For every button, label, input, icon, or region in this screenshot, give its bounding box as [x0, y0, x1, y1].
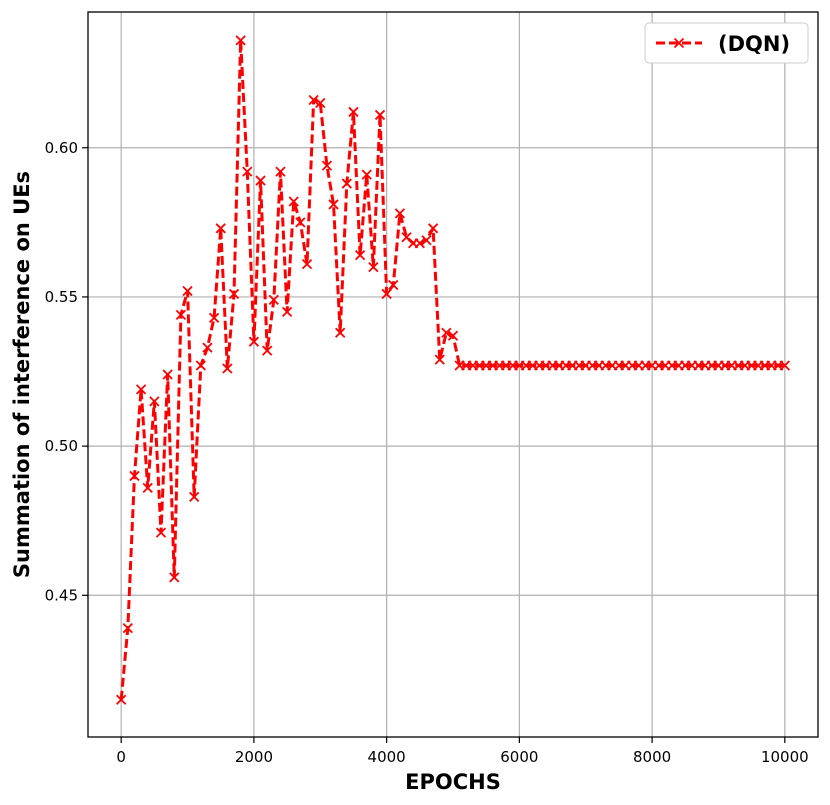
data-point-marker: [182, 285, 193, 297]
data-point-marker: [288, 196, 299, 207]
y-tick-label: 0.55: [45, 288, 78, 306]
data-point-marker: [295, 217, 306, 228]
data-point-marker: [235, 35, 246, 46]
legend-marker: [673, 37, 685, 49]
data-point-marker: [116, 694, 127, 705]
data-point-marker: [255, 175, 266, 186]
data-point-marker: [228, 288, 240, 300]
data-point-marker: [275, 166, 286, 177]
data-point-marker: [208, 312, 220, 323]
data-point-marker: [348, 106, 359, 118]
x-tick-label: 10000: [761, 748, 809, 766]
data-point-marker: [262, 345, 273, 356]
data-point-marker: [434, 354, 445, 365]
x-tick-label: 6000: [500, 748, 538, 766]
data-point-marker: [315, 97, 326, 109]
data-point-marker: [388, 279, 399, 291]
x-axis-title: EPOCHS: [405, 770, 501, 794]
data-point-marker: [202, 342, 213, 353]
data-point-marker: [122, 622, 133, 634]
data-point-marker: [394, 208, 406, 219]
legend-box: [644, 22, 809, 64]
data-point-marker: [195, 360, 206, 371]
data-point-marker: [301, 258, 313, 270]
data-point-marker: [215, 223, 226, 234]
data-point-marker: [421, 235, 432, 246]
grid-lines: [88, 12, 818, 737]
data-point-marker: [242, 166, 253, 177]
data-point-marker: [361, 169, 372, 180]
data-point-marker: [129, 470, 140, 482]
data-point-marker: [175, 309, 187, 320]
plot-frame: [87, 11, 819, 738]
x-tick-label: 8000: [633, 748, 671, 766]
data-point-marker: [169, 572, 180, 583]
legend: (DQN): [644, 22, 809, 64]
axis-ticks: 0 2000 4000 6000 8000 10000 0.45 0.50 0.55 0.60: [45, 139, 809, 766]
data-point-marker: [155, 527, 167, 538]
x-tick-label: 0: [116, 748, 126, 766]
data-point-marker: [341, 178, 352, 189]
data-point-marker: [335, 327, 346, 338]
data-point-marker: [162, 369, 173, 380]
data-point-marker: [308, 94, 319, 106]
data-point-marker: [381, 288, 392, 300]
data-point-marker: [368, 261, 379, 273]
data-point-marker: [281, 306, 293, 317]
data-point-marker: [374, 109, 386, 121]
series-layer: [116, 35, 790, 705]
data-point-marker: [354, 250, 366, 261]
y-axis-title: Summation of interference on UEs: [10, 171, 34, 578]
y-tick-label: 0.60: [45, 139, 78, 157]
data-point-marker: [142, 482, 153, 494]
data-point-marker: [427, 223, 439, 234]
data-point-marker: [447, 330, 459, 341]
x-tick-label: 2000: [235, 748, 273, 766]
data-point-marker: [248, 336, 260, 347]
data-point-marker: [149, 396, 160, 407]
data-point-marker: [222, 363, 233, 374]
data-point-marker: [328, 199, 339, 210]
legend-label-dqn: (DQN): [718, 32, 790, 56]
data-point-marker: [189, 491, 200, 502]
x-tick-label: 4000: [368, 748, 406, 766]
data-point-marker: [321, 160, 333, 171]
data-point-marker: [414, 238, 425, 249]
data-point-marker: [779, 360, 790, 371]
data-point-marker: [268, 294, 279, 306]
data-point-marker: [135, 384, 147, 395]
data-point-marker: [441, 327, 452, 338]
y-tick-label: 0.50: [45, 437, 78, 455]
y-tick-label: 0.45: [45, 586, 78, 604]
